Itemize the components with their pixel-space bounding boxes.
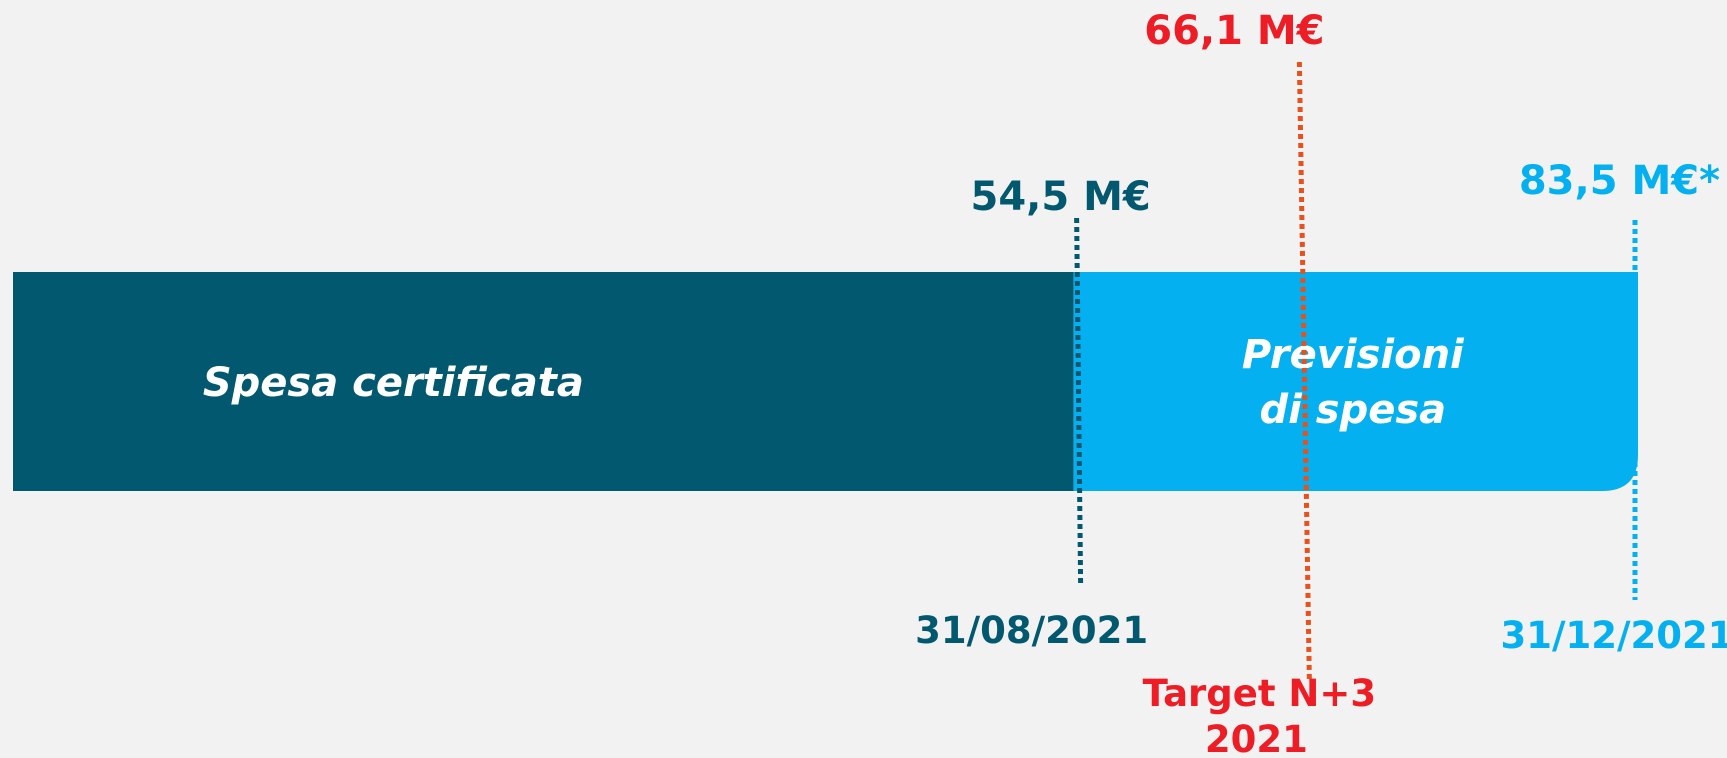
value-label-certified: 54,5 M€ [970, 174, 1150, 220]
marker-lines [1074, 61, 1638, 683]
bar-segment-certified [13, 272, 1074, 491]
bar-segments: Spesa certificata Previsioni di spesa [13, 272, 1638, 491]
bar-label-forecast-line2: di spesa [1259, 387, 1446, 433]
date-label-forecast: 31/12/2021 [1501, 614, 1727, 657]
value-label-target: 66,1 M€ [1144, 8, 1324, 54]
date-label-certified: 31/08/2021 [915, 609, 1148, 652]
caption-target-line2: 2021 [1205, 718, 1308, 758]
bar-segment-forecast [1073, 272, 1638, 491]
bar-label-certified: Spesa certificata [203, 360, 584, 406]
caption-target-line1: Target N+3 [1143, 672, 1377, 715]
marker-line-target [1296, 61, 1312, 683]
bar-label-forecast-line1: Previsioni [1242, 332, 1465, 378]
marker-line-certified [1074, 217, 1084, 586]
value-label-forecast: 83,5 M€* [1519, 158, 1720, 204]
